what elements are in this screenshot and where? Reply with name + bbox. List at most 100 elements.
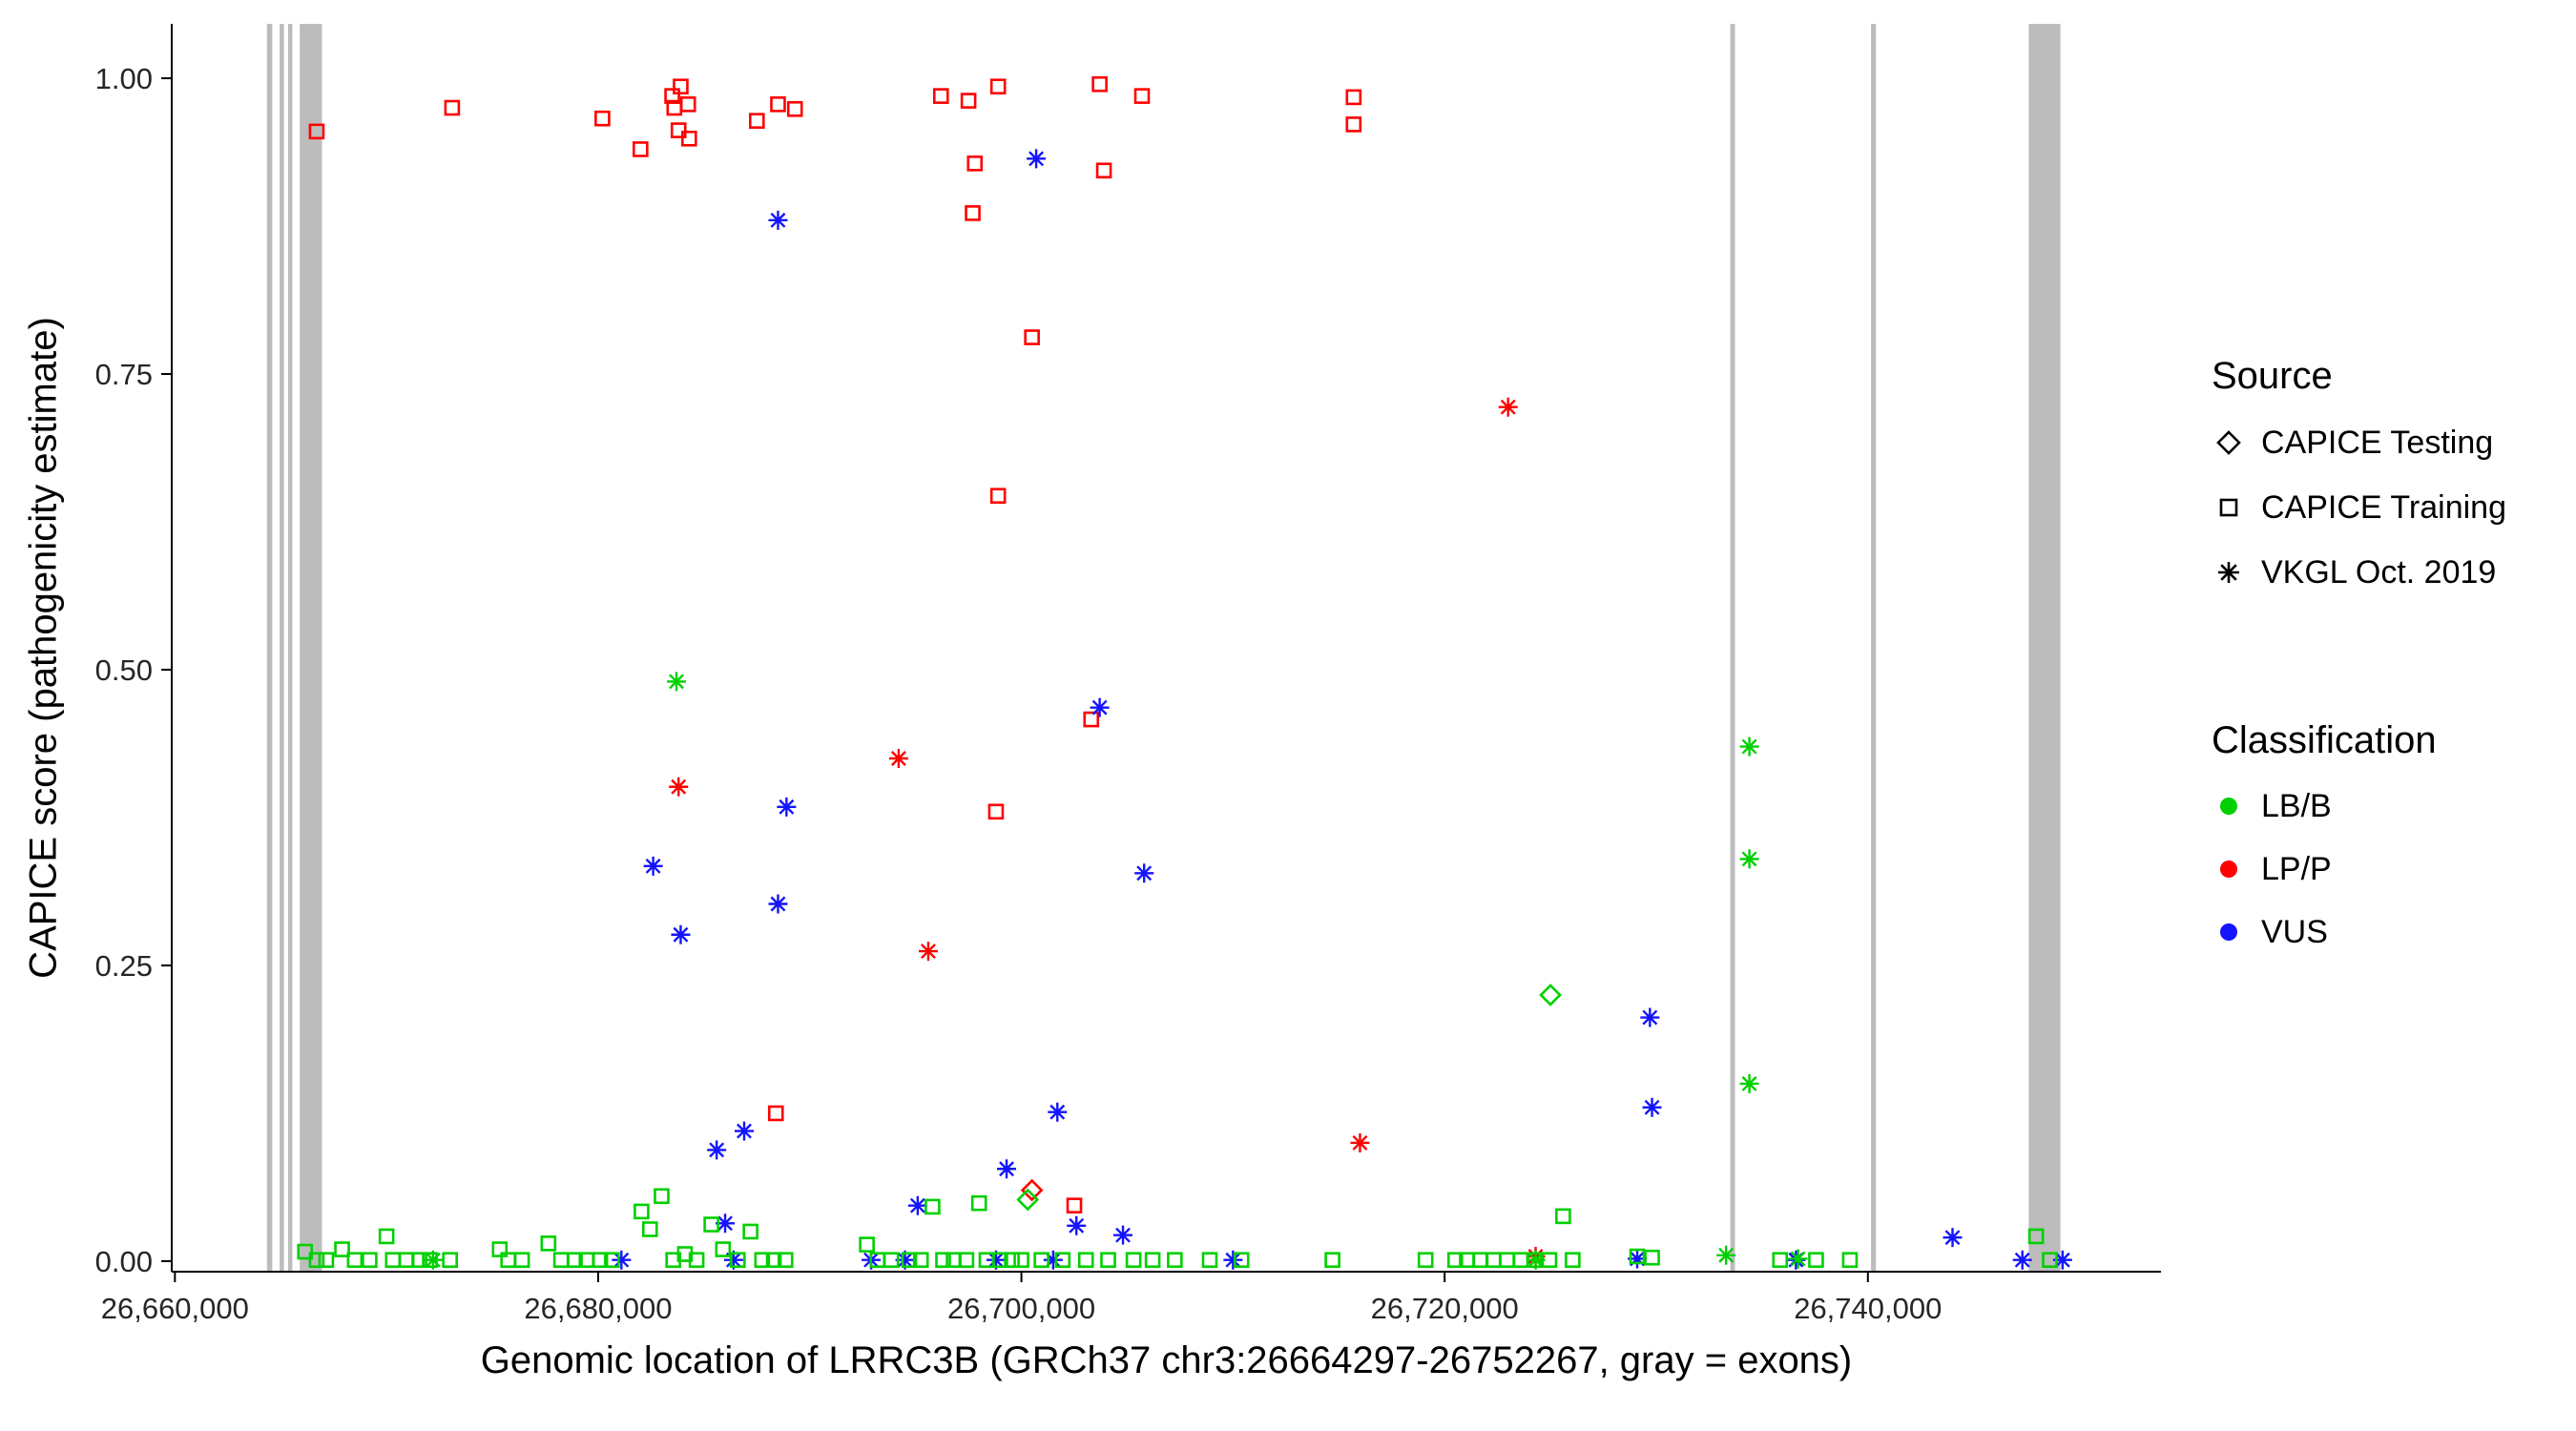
point-square [362,1252,378,1269]
point-square [1024,329,1040,345]
point-square [2027,1228,2045,1245]
point-square [1144,1252,1161,1269]
legend-source-title: Source [2212,355,2333,397]
point-square [513,1252,530,1269]
point-square [308,1252,325,1269]
square-icon [2219,498,2238,517]
legend-item-capice-training: CAPICE Training [2212,475,2506,540]
point-diamond [1020,1178,1044,1202]
point-square [318,1252,335,1269]
legend-item-capice-testing: CAPICE Testing [2212,410,2506,475]
point-square [1095,162,1112,179]
point-square [1077,1252,1094,1269]
point-square [754,1252,771,1269]
point-square [491,1241,509,1257]
point-square [594,110,611,127]
point-asterisk [643,856,663,876]
point-square [1644,1249,1660,1266]
point-square [1013,1252,1029,1269]
legend-item-label: LP/P [2261,850,2332,887]
point-square [1054,1252,1071,1269]
point-square [992,1252,1008,1269]
point-square [965,205,981,221]
point-square [334,1241,350,1257]
legend-item-label: CAPICE Testing [2261,424,2494,461]
point-asterisk [612,1250,632,1270]
point-asterisk [997,1159,1017,1179]
point-asterisk [888,748,908,768]
point-asterisk [667,672,687,692]
legend-classification-title: Classification [2212,719,2437,761]
point-asterisk [1739,736,1759,757]
point-asterisk [723,1250,743,1270]
point-square [715,1241,732,1257]
exon-bar [266,24,273,1272]
point-asterisk [986,1250,1006,1270]
point-asterisk [734,1121,754,1141]
point-square [1527,1252,1543,1269]
point-square [1004,1252,1020,1269]
legend-item-lbb: LB/B [2212,775,2506,838]
point-asterisk [1027,149,1047,169]
point-square [1091,75,1108,93]
exon-bar [1871,24,1877,1272]
x-tick-label: 26,660,000 [101,1292,249,1325]
exon-bar [280,24,284,1272]
point-square [1629,1248,1646,1265]
point-asterisk [671,924,691,944]
y-tick-label: 0.25 [95,949,153,983]
point-square [633,141,649,157]
red-dot-icon [2220,861,2237,878]
point-square [444,99,461,116]
legend-source-block: Source CAPICE Testing CAPICE Training VK… [2212,353,2506,605]
point-square [912,1252,929,1269]
point-square [703,1216,719,1233]
point-asterisk [907,1195,927,1215]
point-square [592,1252,609,1269]
point-asterisk [1739,1073,1759,1093]
point-square [989,78,1007,95]
point-asterisk [716,1213,736,1234]
point-square [1345,116,1362,133]
point-square [960,93,977,109]
exon-bar [1730,24,1735,1272]
point-square [1125,1252,1142,1269]
exon-bar [287,24,293,1272]
point-square [1133,88,1151,104]
point-asterisk [768,894,788,914]
point-square [634,1203,650,1220]
point-asterisk [1788,1249,1808,1269]
y-tick-label: 0.00 [95,1245,153,1278]
point-square [1417,1252,1434,1269]
green-dot-icon [2220,798,2237,815]
point-square [2042,1252,2058,1269]
point-square [398,1252,415,1269]
y-tick-label: 1.00 [95,62,153,95]
point-asterisk [1640,1007,1660,1027]
point-square [654,1188,670,1205]
point-square [411,1252,427,1269]
point-square [442,1252,458,1269]
point-asterisk [423,1250,443,1270]
exon-bar [300,24,322,1272]
legend-item-label: VKGL Oct. 2019 [2261,553,2497,591]
point-square [681,130,697,147]
point-square [730,1252,746,1269]
point-square [540,1235,557,1252]
point-square [1472,1252,1489,1269]
point-asterisk [2012,1250,2032,1270]
point-square [567,1252,583,1269]
legend-item-vus: VUS [2212,901,2506,964]
point-square [1772,1252,1789,1269]
point-asterisk [1716,1245,1736,1265]
point-square [1167,1252,1183,1269]
point-asterisk [768,210,788,230]
point-square [859,1236,875,1253]
point-square [604,1252,620,1269]
point-square [742,1223,758,1240]
point-asterisk [1067,1215,1087,1235]
y-tick-label: 0.50 [95,653,153,687]
point-square [1841,1252,1859,1269]
